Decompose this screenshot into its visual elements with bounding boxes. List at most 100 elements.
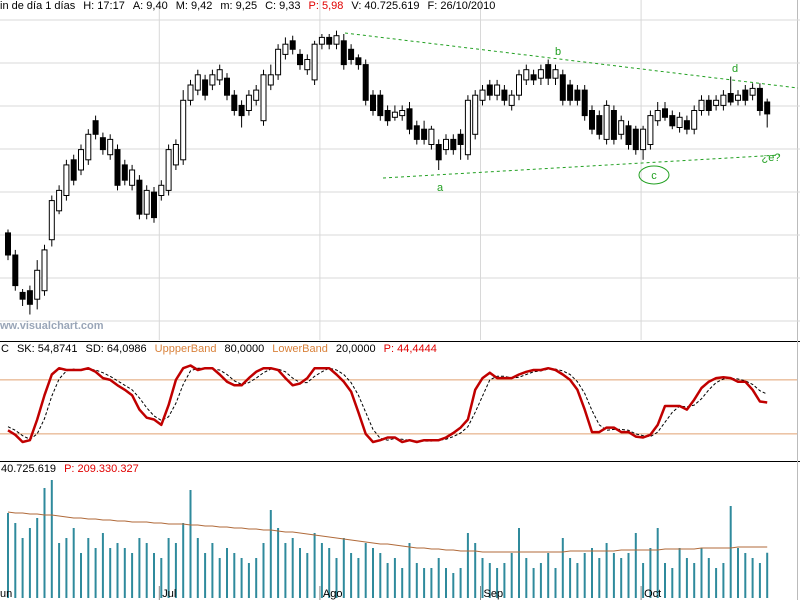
candle-body bbox=[202, 79, 209, 96]
candle-body bbox=[574, 89, 581, 101]
volume-bar bbox=[452, 573, 455, 598]
candle-body bbox=[304, 59, 311, 71]
candle-body bbox=[370, 94, 376, 111]
candle-body bbox=[494, 84, 501, 96]
volume-bar bbox=[269, 510, 272, 598]
candle-body bbox=[143, 189, 150, 215]
candle-body bbox=[421, 128, 428, 140]
volume-bar bbox=[561, 538, 564, 598]
volume-bar bbox=[532, 568, 535, 598]
candle-body bbox=[56, 189, 63, 212]
candle-body bbox=[742, 89, 749, 101]
volume-bar bbox=[539, 563, 542, 598]
candle-body bbox=[121, 164, 128, 181]
candle-body bbox=[610, 110, 617, 140]
panel-header-item: LowerBand bbox=[272, 343, 328, 355]
volume-bar bbox=[488, 563, 491, 598]
volume-bar bbox=[401, 568, 404, 598]
candle-body bbox=[85, 133, 92, 161]
volume-bar bbox=[598, 558, 601, 598]
candle-body bbox=[654, 110, 661, 122]
candle-body bbox=[5, 232, 11, 256]
panel-header-item: 80,0000 bbox=[224, 343, 264, 355]
volume-bar bbox=[664, 563, 666, 598]
candle-body bbox=[136, 179, 143, 215]
volume-bar bbox=[72, 528, 75, 598]
watermark: ww.visualchart.com bbox=[0, 320, 104, 332]
volume-bar bbox=[620, 558, 623, 598]
volume-average-line bbox=[7, 511, 768, 553]
volume-bar bbox=[233, 553, 236, 598]
volume-bar bbox=[583, 553, 586, 598]
volume-bar bbox=[459, 568, 462, 598]
volume-bar bbox=[65, 538, 68, 598]
volume-bar bbox=[554, 568, 557, 598]
volume-bar bbox=[729, 506, 732, 598]
candle-body bbox=[63, 164, 70, 196]
volume-bar bbox=[189, 490, 192, 598]
panel-header-item: C bbox=[1, 343, 9, 355]
volume-bar bbox=[116, 543, 119, 598]
volume-bar bbox=[766, 552, 769, 598]
trend-line bbox=[344, 32, 799, 89]
volume-bar bbox=[408, 543, 411, 598]
candle-body bbox=[34, 269, 41, 300]
volume-bar bbox=[313, 533, 316, 598]
candle-body bbox=[224, 77, 230, 96]
volume-bar bbox=[612, 553, 615, 598]
volume-bar bbox=[7, 513, 9, 598]
candle-body bbox=[508, 94, 515, 106]
candle-body bbox=[669, 115, 676, 127]
volume-bar bbox=[342, 538, 345, 598]
volume-bar bbox=[94, 548, 97, 598]
volume-bar bbox=[496, 568, 499, 598]
candle-body bbox=[435, 144, 442, 161]
volume-bar bbox=[123, 548, 126, 598]
candle-body bbox=[625, 125, 632, 146]
volume-bar bbox=[277, 528, 280, 598]
trend-line bbox=[382, 154, 781, 179]
panel-header-item: F: 26/10/2010 bbox=[428, 0, 496, 12]
volume-bar bbox=[474, 543, 477, 598]
candle-body bbox=[457, 133, 464, 146]
volume-bar bbox=[247, 563, 250, 598]
volume-bar bbox=[28, 528, 31, 598]
volume-bar bbox=[14, 523, 17, 598]
annotation: b bbox=[555, 46, 561, 58]
volume-bar bbox=[218, 558, 221, 598]
candle-body bbox=[180, 99, 187, 161]
x-tick-label: Sep bbox=[484, 588, 504, 600]
volume-bar bbox=[722, 563, 725, 598]
volume-bar bbox=[700, 548, 703, 598]
volume-bar bbox=[109, 548, 112, 598]
candle-body bbox=[406, 108, 413, 130]
volume-bar bbox=[605, 543, 608, 598]
panel-header-item: 20,0000 bbox=[336, 343, 376, 355]
volume-bar bbox=[284, 543, 287, 598]
candle-body bbox=[275, 48, 282, 76]
candle-body bbox=[194, 74, 201, 91]
panel-header-item: M: 9,42 bbox=[176, 0, 213, 12]
candle-body bbox=[545, 64, 552, 79]
candle-body bbox=[523, 69, 530, 81]
candle-body bbox=[151, 191, 157, 219]
candle-body bbox=[19, 291, 26, 300]
volume-bar bbox=[379, 553, 382, 598]
volume-bar bbox=[466, 533, 469, 598]
volume-bar bbox=[547, 553, 550, 598]
candle-body bbox=[581, 89, 588, 117]
volume-bar bbox=[591, 548, 593, 598]
volume-bar bbox=[678, 548, 681, 598]
volume-bar bbox=[510, 553, 513, 598]
volume-bar bbox=[627, 553, 630, 598]
candle-body bbox=[253, 89, 260, 101]
candle-body bbox=[172, 144, 179, 166]
candle-body bbox=[340, 40, 347, 66]
volume-bar bbox=[306, 553, 309, 598]
volume-bar bbox=[240, 558, 243, 598]
volume-bar bbox=[423, 568, 426, 598]
volume-bar bbox=[320, 543, 323, 598]
candle-body bbox=[78, 149, 84, 171]
candle-body bbox=[216, 69, 223, 81]
